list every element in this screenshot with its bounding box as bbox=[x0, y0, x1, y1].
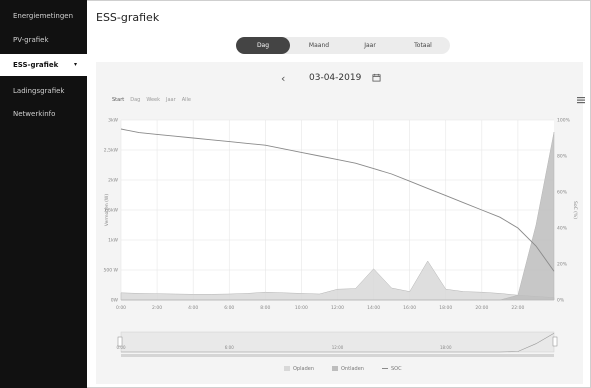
navigator-tick-label: 18:00 bbox=[440, 345, 452, 350]
x-tick-label: 8:00 bbox=[260, 305, 270, 311]
zoom-option-start[interactable]: Start bbox=[112, 97, 125, 103]
sidebar-item-ladingsgrafiek[interactable]: Ladingsgrafiek bbox=[13, 87, 65, 95]
date-navigator: ‹ 03-04-2019 bbox=[96, 72, 583, 86]
legend-swatch bbox=[332, 366, 338, 371]
tab-maand[interactable]: Maand bbox=[308, 42, 330, 49]
navigator-handle-left[interactable] bbox=[117, 336, 123, 347]
tab-totaal[interactable]: Totaal bbox=[414, 42, 432, 49]
chevron-down-icon: ▾ bbox=[73, 61, 77, 68]
navigator-tick-label: 12:00 bbox=[332, 345, 344, 350]
ess-chart[interactable]: 0:00 2:00 4:00 6:00 8:00 10:00 12:00 14:00 16:00… bbox=[96, 62, 583, 384]
y-left-tick-label: 2,5kW bbox=[104, 148, 119, 154]
legend-swatch bbox=[382, 368, 388, 369]
x-tick-label: 0:00 bbox=[116, 305, 126, 311]
y-left-tick-label: 1kW bbox=[108, 238, 118, 244]
x-tick-label: 4:00 bbox=[188, 305, 198, 311]
legend-item-soc[interactable]: SOC bbox=[382, 366, 402, 374]
tab-jaar[interactable]: Jaar bbox=[364, 42, 376, 49]
sidebar-item-pv-grafiek[interactable]: PV-grafiek bbox=[13, 36, 49, 44]
navigator-handle-right[interactable] bbox=[552, 336, 558, 347]
x-tick-label: 2:00 bbox=[152, 305, 162, 311]
y-left-tick-label: 1,5kW bbox=[104, 208, 119, 214]
sidebar-item-label: ESS-grafiek bbox=[13, 61, 59, 69]
navigator-tick-label: 6:00 bbox=[225, 345, 234, 350]
y-right-tick-label: 20% bbox=[557, 262, 568, 268]
y-left-tick-label: 0W bbox=[111, 298, 119, 304]
hamburger-menu-icon[interactable] bbox=[577, 96, 585, 104]
zoom-option-dag[interactable]: Dag bbox=[130, 97, 141, 103]
sidebar-item-energiemetingen[interactable]: Energiemetingen bbox=[13, 12, 74, 20]
y-left-axis-label: Vermogen (W) bbox=[104, 194, 110, 227]
x-tick-label: 22:00 bbox=[511, 305, 524, 311]
y-left-tick-label: 2kW bbox=[108, 178, 118, 184]
zoom-option-week[interactable]: Week bbox=[146, 97, 161, 103]
navigator-tick-label: 0:00 bbox=[117, 345, 126, 350]
chart-panel: ‹ 03-04-2019 Start Dag Week Jaar Alle 0:00 2:… bbox=[96, 62, 585, 384]
y-right-axis-label: SoC (%) bbox=[572, 201, 578, 219]
zoom-option-jaar[interactable]: Jaar bbox=[166, 97, 176, 103]
x-tick-label: 10:00 bbox=[295, 305, 308, 311]
y-right-tick-label: 80% bbox=[557, 154, 568, 160]
y-right-tick-label: 60% bbox=[557, 190, 568, 196]
x-tick-label: 16:00 bbox=[403, 305, 416, 311]
navigator-scrollbar[interactable] bbox=[121, 354, 554, 357]
sidebar-item-ess-grafiek[interactable]: ESS-grafiek ▾ bbox=[0, 54, 89, 76]
y-right-tick-label: 40% bbox=[557, 226, 568, 232]
x-tick-label: 12:00 bbox=[331, 305, 344, 311]
legend-swatch bbox=[284, 366, 290, 371]
series-line-soc[interactable] bbox=[120, 128, 555, 272]
y-left-tick-label: 3kW bbox=[108, 118, 118, 124]
period-tabs: Dag Maand Jaar Totaal bbox=[236, 37, 450, 54]
date-display: 03-04-2019 bbox=[309, 73, 362, 83]
x-tick-label: 20:00 bbox=[475, 305, 488, 311]
tab-dag[interactable]: Dag bbox=[236, 37, 290, 54]
sidebar: Energiemetingen PV-grafiek ESS-grafiek ▾… bbox=[0, 0, 89, 388]
y-right-tick-label: 0% bbox=[557, 298, 565, 304]
previous-day-button[interactable]: ‹ bbox=[281, 72, 286, 85]
legend-item-ontladen[interactable]: Ontladen bbox=[332, 366, 364, 374]
y-left-tick-label: 500 W bbox=[104, 268, 119, 274]
legend-item-opladen[interactable]: Opladen bbox=[284, 366, 314, 374]
zoom-range-selector: Start Dag Week Jaar Alle bbox=[112, 97, 197, 103]
calendar-icon[interactable] bbox=[372, 73, 381, 82]
y-right-tick-label: 100% bbox=[557, 118, 571, 124]
x-tick-label: 6:00 bbox=[224, 305, 234, 311]
zoom-option-alle[interactable]: Alle bbox=[181, 97, 191, 103]
sidebar-item-netwerkinfo[interactable]: Netwerkinfo bbox=[13, 110, 56, 118]
page-title: ESS-grafiek bbox=[96, 11, 160, 24]
series-area-ontladen[interactable] bbox=[121, 131, 555, 301]
navigator-series bbox=[121, 333, 555, 353]
x-tick-label: 14:00 bbox=[367, 305, 380, 311]
x-tick-label: 18:00 bbox=[439, 305, 452, 311]
